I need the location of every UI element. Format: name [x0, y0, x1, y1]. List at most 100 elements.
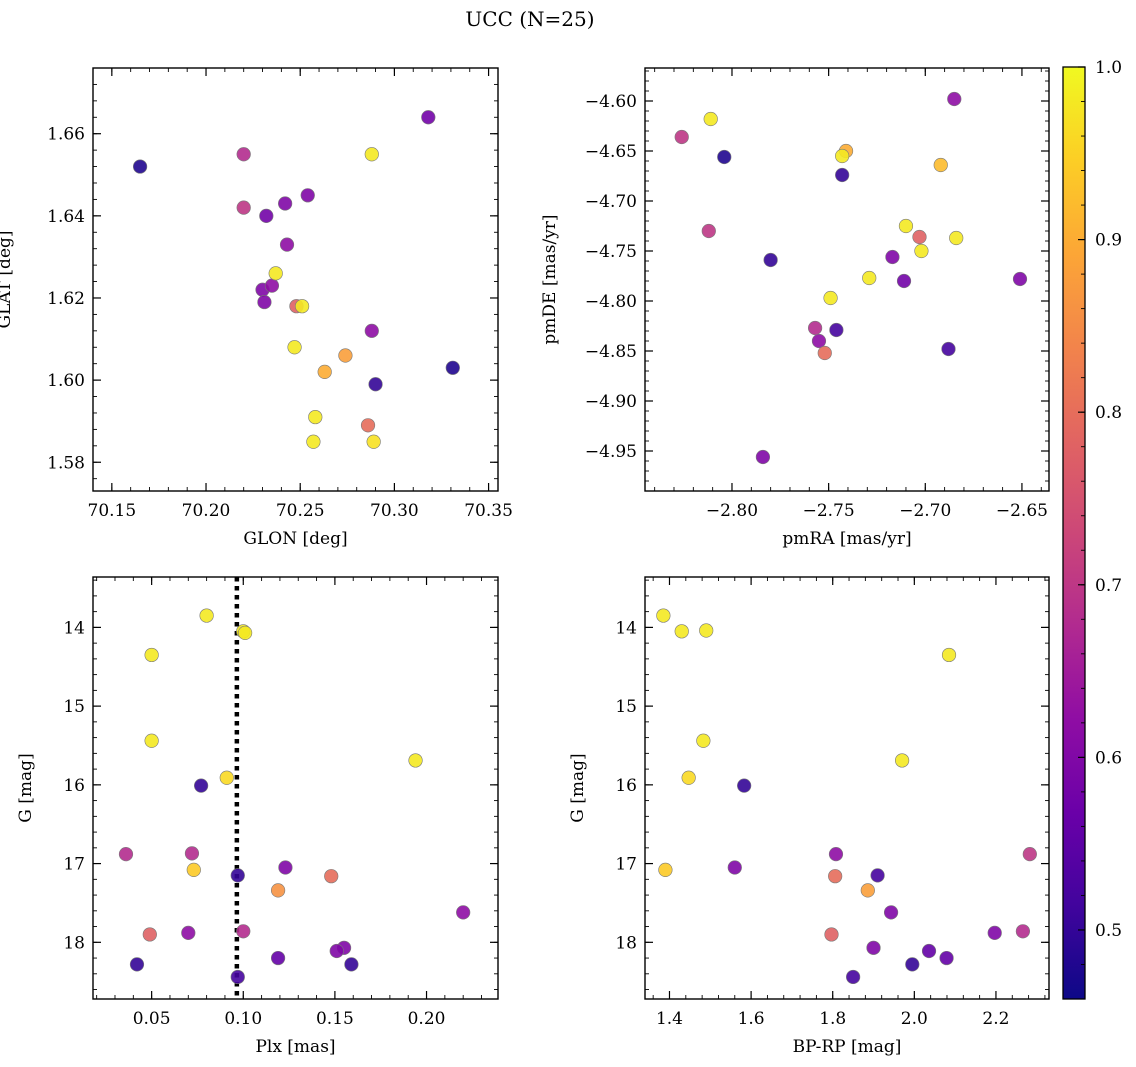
- scatter-point: [914, 243, 929, 259]
- scatter-point: [129, 957, 145, 972]
- y-tick-label: 1.64: [47, 207, 85, 227]
- scatter-point: [230, 868, 245, 883]
- y-axis-label: GLAT [deg]: [0, 230, 15, 328]
- scatter-point: [674, 624, 689, 639]
- scatter-point: [142, 927, 157, 942]
- y-tick-label: −4.85: [585, 342, 637, 362]
- x-tick-label: 2.0: [901, 1009, 928, 1029]
- scatter-point: [699, 623, 714, 638]
- scatter-point: [184, 846, 200, 861]
- colorbar-tick-label: 1.0: [1095, 58, 1122, 78]
- scatter-point: [324, 869, 339, 884]
- scatter-point: [264, 278, 280, 293]
- x-tick-label: 1.4: [656, 1009, 683, 1029]
- scatter-point: [306, 434, 321, 449]
- y-tick-label: 15: [615, 697, 637, 717]
- figure-title: UCC (N=25): [465, 7, 594, 31]
- scatter-point: [144, 733, 159, 748]
- y-tick-label: 14: [63, 618, 85, 638]
- scatter-point: [894, 753, 910, 768]
- y-tick-label: 1.62: [47, 289, 85, 309]
- axes-frame: [92, 576, 499, 1000]
- scatter-point: [279, 237, 295, 252]
- scatter-point: [870, 868, 885, 883]
- axes-frame: [644, 67, 1050, 492]
- scatter-point: [755, 449, 771, 465]
- scatter-point: [360, 418, 376, 433]
- axes-frame: [92, 67, 499, 492]
- x-tick-label: 1.8: [819, 1009, 846, 1029]
- scatter-point: [278, 860, 293, 875]
- scatter-point: [885, 249, 900, 265]
- scatter-point: [896, 273, 912, 289]
- scatter-point: [811, 333, 827, 349]
- x-tick-label: 70.35: [464, 501, 513, 521]
- scatter-point: [317, 364, 332, 380]
- scatter-point: [270, 950, 286, 966]
- scatter-point: [338, 348, 353, 363]
- scatter-point: [268, 266, 283, 281]
- scatter-point: [300, 188, 315, 203]
- x-axis-label: BP-RP [mag]: [793, 1037, 902, 1057]
- y-tick-label: 16: [615, 776, 637, 796]
- y-tick-label: −4.60: [585, 92, 637, 112]
- x-tick-label: 0.05: [133, 1009, 171, 1029]
- x-axis-label: Plx [mas]: [255, 1037, 335, 1057]
- scatter-point: [368, 377, 383, 392]
- scatter-point: [236, 924, 251, 939]
- scatter-point: [846, 969, 861, 985]
- scatter-point: [898, 218, 914, 234]
- y-tick-label: −4.95: [585, 442, 637, 462]
- scatter-point: [329, 943, 344, 959]
- scatter-point: [421, 110, 436, 125]
- scatter-point: [835, 148, 850, 164]
- colorbar-tick-label: 0.6: [1095, 748, 1122, 768]
- scatter-point: [866, 940, 881, 955]
- scatter-point: [860, 883, 875, 898]
- scatter-point: [287, 340, 302, 355]
- scatter-point: [132, 159, 148, 174]
- scatter-point: [941, 341, 956, 357]
- scatter-point: [364, 147, 379, 162]
- scatter-point: [278, 196, 293, 211]
- scatter-point: [823, 290, 838, 306]
- scatter-point: [1015, 924, 1030, 939]
- panel-3: 0.05 0.10 0.15 0.20 14 15 16 17 18 Plx [mas] G [ma…: [16, 576, 499, 1057]
- scatter-point: [824, 927, 839, 942]
- x-tick-label: −2.75: [803, 501, 855, 521]
- colorbar-tick-label: 0.5: [1095, 921, 1122, 941]
- scatter-point: [829, 322, 844, 338]
- axes-frame: [644, 576, 1050, 1000]
- scatter-point: [294, 299, 310, 314]
- scatter-point: [674, 129, 689, 145]
- x-tick-label: 70.20: [182, 501, 231, 521]
- x-tick-label: 70.25: [276, 501, 325, 521]
- x-tick-label: 70.30: [370, 501, 419, 521]
- scatter-point: [921, 943, 937, 959]
- scatter-point: [947, 91, 962, 107]
- scatter-point: [727, 860, 742, 875]
- scatter-point: [817, 345, 832, 361]
- x-axis-label: GLON [deg]: [243, 529, 347, 549]
- scatter-point: [1022, 847, 1037, 862]
- scatter-point: [259, 208, 274, 223]
- scatter-point: [186, 862, 201, 877]
- scatter-point: [118, 847, 134, 862]
- colorbar-tick-label: 0.7: [1095, 576, 1122, 596]
- y-tick-label: 18: [63, 933, 85, 953]
- scatter-point: [230, 969, 245, 985]
- scatter-point: [308, 409, 323, 425]
- panels: 70.15 70.20 70.25 70.30 70.35 1.58 1.60 1.62 1.6…: [0, 67, 1050, 1057]
- y-tick-label: −4.70: [585, 192, 637, 212]
- colorbar-tick-label: 0.8: [1095, 403, 1122, 423]
- scatter-point: [696, 733, 711, 748]
- y-tick-label: 1.58: [47, 453, 85, 473]
- x-tick-label: 0.10: [224, 1009, 262, 1029]
- colorbar-frame: [1062, 66, 1086, 1000]
- scatter-point: [701, 223, 716, 239]
- y-tick-label: 17: [615, 855, 637, 875]
- scatter-point: [1012, 271, 1028, 287]
- scatter-point: [219, 770, 234, 785]
- x-tick-label: 70.15: [88, 501, 137, 521]
- y-axis-label: G [mag]: [16, 753, 36, 822]
